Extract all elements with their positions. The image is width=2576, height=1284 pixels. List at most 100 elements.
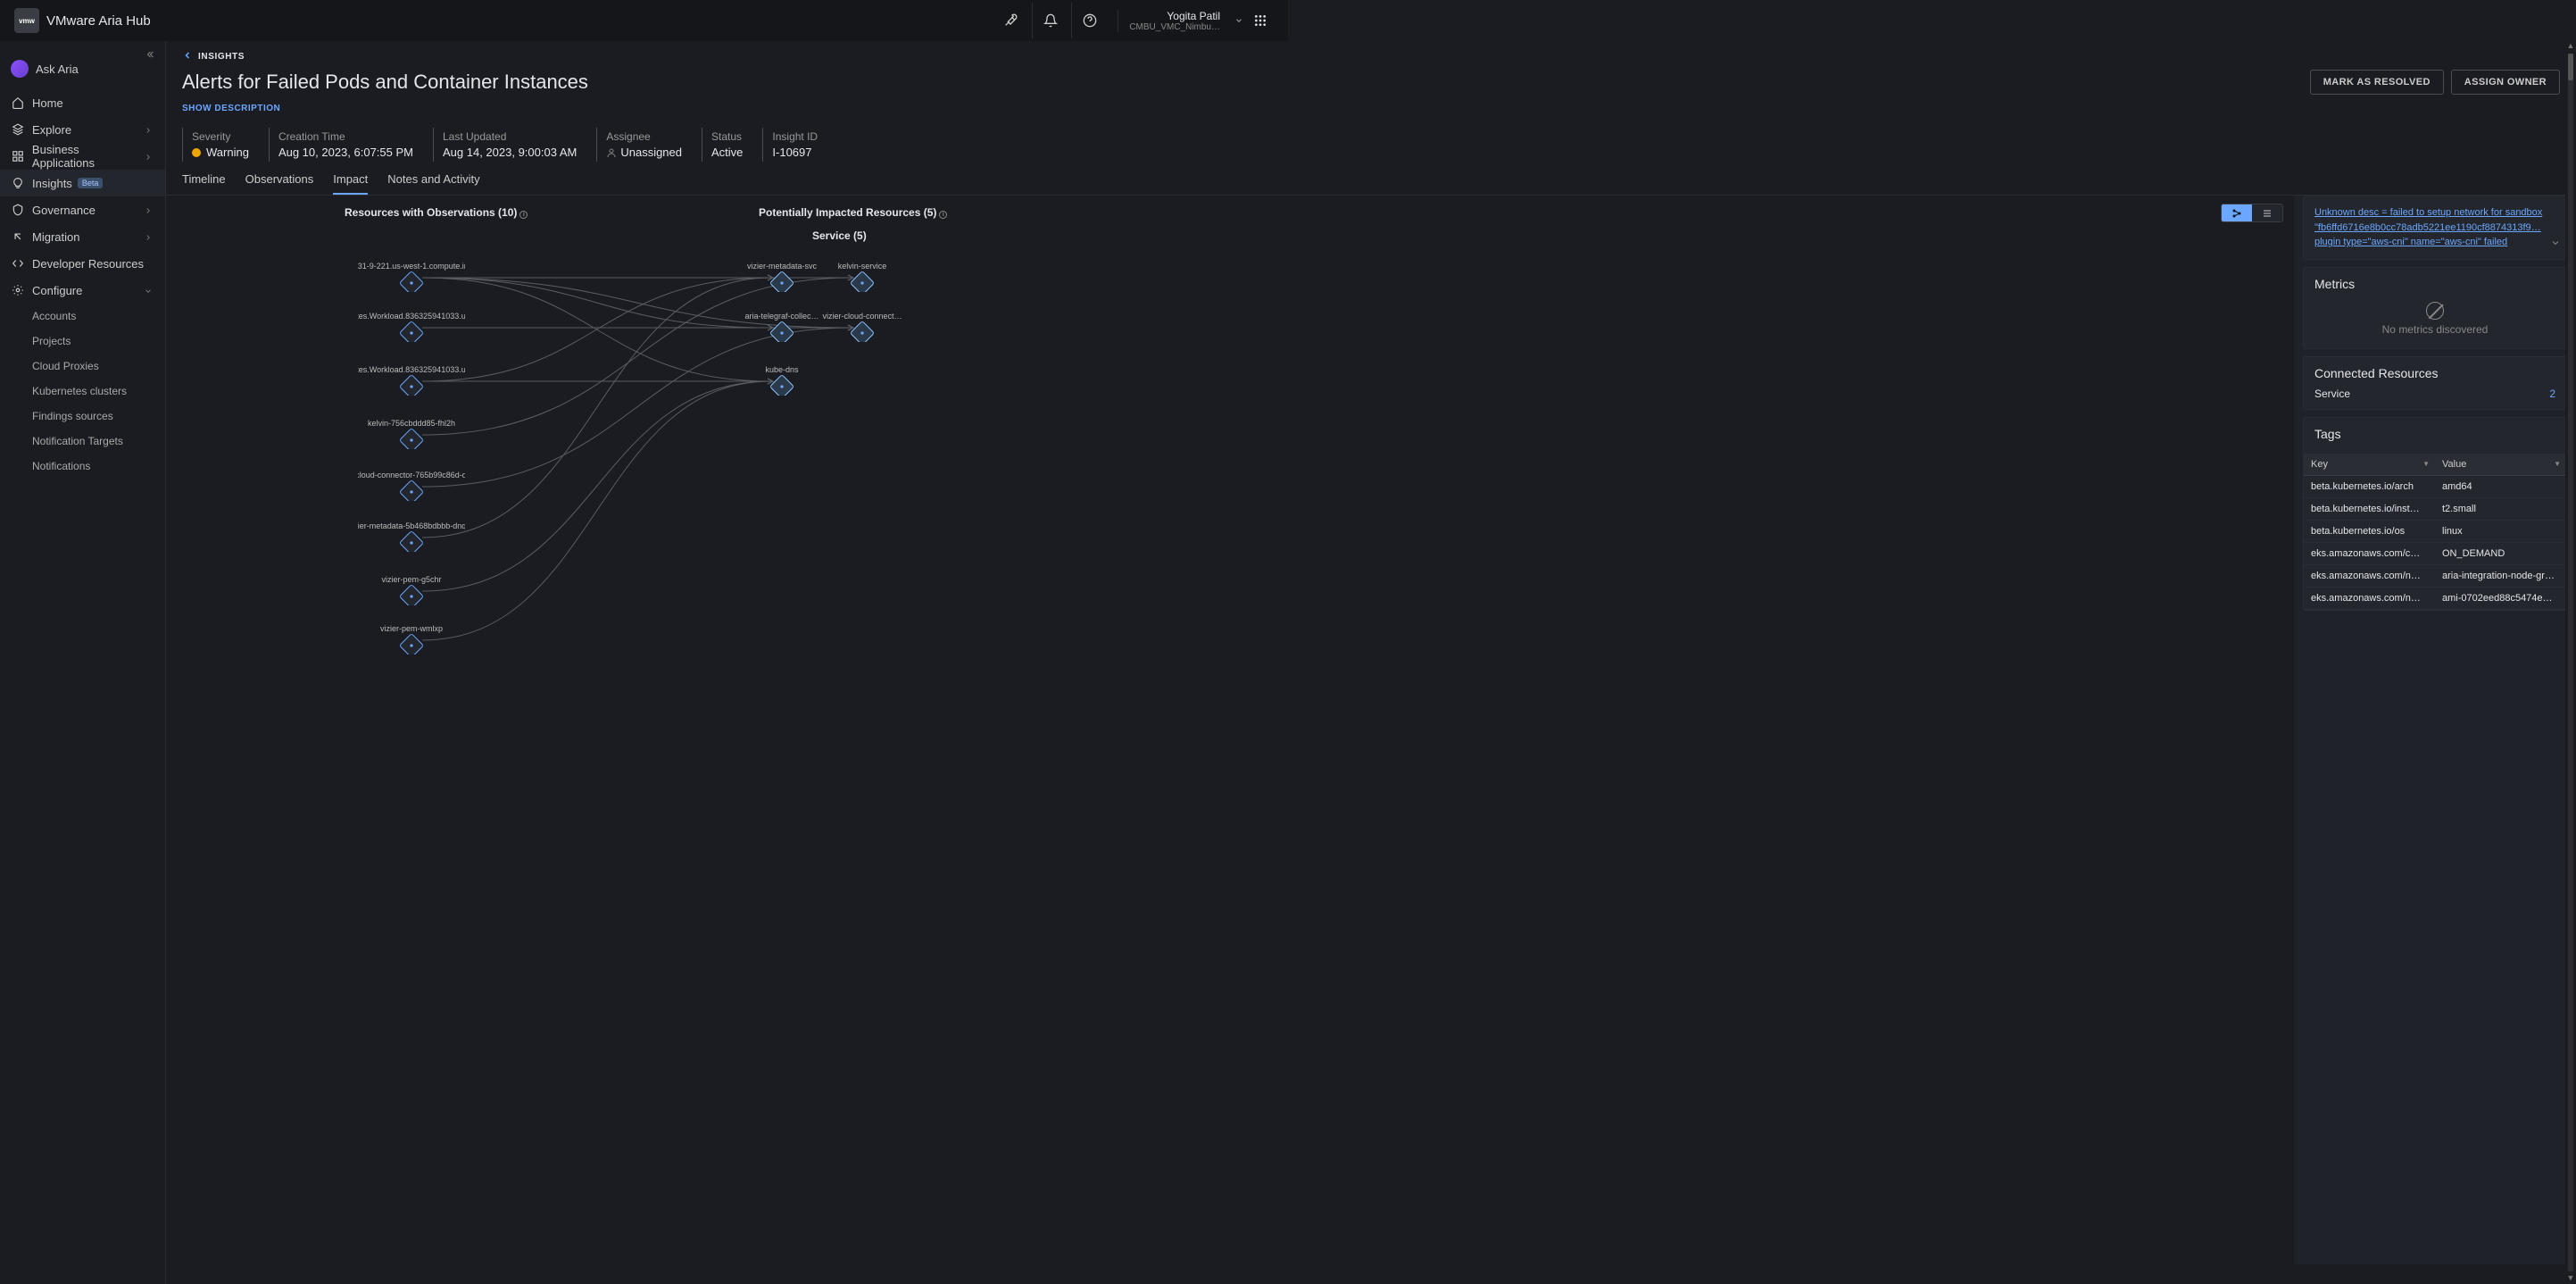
tab-timeline[interactable]: Timeline bbox=[182, 172, 226, 195]
graph-node[interactable]: vizier-metadata-5b468bdbbb-dnqbh bbox=[358, 521, 465, 552]
resource-icon bbox=[399, 374, 424, 396]
app-grid-icon[interactable] bbox=[1247, 13, 1274, 28]
sidebar-item-governance[interactable]: Governance bbox=[0, 196, 165, 223]
expand-card-icon[interactable] bbox=[2550, 238, 2561, 254]
user-name: Yogita Patil bbox=[1167, 10, 1220, 22]
info-icon[interactable]: i bbox=[519, 211, 528, 219]
tab-notes-and-activity[interactable]: Notes and Activity bbox=[387, 172, 479, 195]
nav-label: Migration bbox=[32, 230, 79, 244]
graph-node[interactable]: kelvin-756cbddd85-fhl2h bbox=[358, 419, 465, 449]
tag-row: eks.amazonaws.com/n…ami-0702eed88c5474e… bbox=[2304, 587, 2566, 609]
graph-node[interactable]: aria-cloud-connector-765b99c86d-qzvhd bbox=[358, 471, 465, 501]
filter-icon[interactable]: ▼ bbox=[2554, 460, 2561, 468]
view-list-button[interactable] bbox=[2252, 204, 2282, 221]
graph-node[interactable]: vizier-pem-g5chr bbox=[358, 575, 465, 605]
view-graph-button[interactable] bbox=[2222, 204, 2252, 221]
help-icon[interactable] bbox=[1071, 3, 1107, 38]
tag-value: amd64 bbox=[2435, 475, 2566, 497]
sidebar-item-business-applications[interactable]: Business Applications bbox=[0, 143, 165, 170]
resource-icon bbox=[769, 374, 794, 396]
meta-label: Status bbox=[711, 130, 743, 143]
sidebar-item-explore[interactable]: Explore bbox=[0, 116, 165, 143]
beta-badge: Beta bbox=[78, 178, 104, 188]
scroll-down-icon[interactable]: ▼ bbox=[2567, 1273, 2575, 1284]
show-description-toggle[interactable]: SHOW DESCRIPTION bbox=[166, 104, 2576, 122]
connected-service-count[interactable]: 2 bbox=[2549, 388, 2555, 400]
assign-owner-button[interactable]: ASSIGN OWNER bbox=[2451, 70, 2560, 95]
sidebar-item-insights[interactable]: Insights Beta bbox=[0, 170, 165, 196]
info-icon[interactable]: i bbox=[939, 211, 947, 219]
sidebar-item-developer-resources[interactable]: Developer Resources bbox=[0, 250, 165, 277]
tag-row: eks.amazonaws.com/n…aria-integration-nod… bbox=[2304, 564, 2566, 587]
ask-aria-label: Ask Aria bbox=[36, 63, 79, 76]
sidebar-item-migration[interactable]: Migration bbox=[0, 223, 165, 250]
mark-resolved-button[interactable]: MARK AS RESOLVED bbox=[2310, 70, 2444, 95]
meta-value: Unassigned bbox=[606, 146, 682, 159]
tags-title: Tags bbox=[2304, 418, 2566, 446]
sidebar-item-configure[interactable]: Configure bbox=[0, 277, 165, 304]
chevron-right-icon bbox=[144, 151, 154, 162]
tag-key: eks.amazonaws.com/n… bbox=[2304, 564, 2435, 587]
tag-key: beta.kubernetes.io/arch bbox=[2304, 475, 2435, 497]
tag-value: ON_DEMAND bbox=[2435, 542, 2566, 564]
graph-node[interactable]: Kubernetes.Workload.836325941033.us-west… bbox=[358, 365, 465, 396]
meta-value: Warning bbox=[192, 146, 249, 159]
graph-node[interactable]: vizier-cloud-connect… bbox=[809, 312, 916, 342]
nav-label: Home bbox=[32, 96, 63, 110]
metrics-empty-text: No metrics discovered bbox=[2382, 323, 2489, 336]
tag-value: ami-0702eed88c5474e… bbox=[2435, 587, 2566, 609]
sidebar-item-findings-sources[interactable]: Findings sources bbox=[0, 404, 165, 429]
error-text-link[interactable]: Unknown desc = failed to setup network f… bbox=[2314, 207, 2542, 247]
meta-label: Severity bbox=[192, 130, 249, 143]
resource-icon bbox=[850, 321, 875, 342]
tag-row: beta.kubernetes.io/archamd64 bbox=[2304, 475, 2566, 497]
graph-node[interactable]: kube-dns bbox=[728, 365, 835, 396]
resource-icon bbox=[399, 479, 424, 501]
graph-node[interactable]: kelvin-service bbox=[809, 262, 916, 292]
tab-observations[interactable]: Observations bbox=[245, 172, 314, 195]
node-label: vizier-metadata-svc bbox=[747, 262, 817, 271]
sidebar-item-cloud-proxies[interactable]: Cloud Proxies bbox=[0, 354, 165, 379]
sidebar-collapse-icon[interactable] bbox=[144, 46, 160, 63]
filter-icon[interactable]: ▼ bbox=[2422, 460, 2430, 468]
vertical-scrollbar[interactable]: ▲ ▼ bbox=[2565, 41, 2576, 1284]
meta-label: Creation Time bbox=[278, 130, 413, 143]
tag-key: eks.amazonaws.com/c… bbox=[2304, 542, 2435, 564]
error-summary-card: Unknown desc = failed to setup network f… bbox=[2303, 196, 2567, 260]
graph-node[interactable]: vizier-pem-wmlxp bbox=[358, 624, 465, 655]
notifications-icon[interactable] bbox=[1032, 3, 1068, 38]
sidebar-item-kubernetes-clusters[interactable]: Kubernetes clusters bbox=[0, 379, 165, 404]
user-menu[interactable]: Yogita Patil CMBU_VMC_Nimbu… bbox=[1118, 10, 1231, 32]
tag-value: linux bbox=[2435, 520, 2566, 542]
aria-avatar-icon bbox=[11, 60, 29, 78]
chevron-right-icon bbox=[144, 124, 154, 135]
user-chevron-down-icon[interactable] bbox=[1234, 16, 1243, 25]
graph-node[interactable]: Kubernetes.Workload.836325941033.us-west… bbox=[358, 312, 465, 342]
graph-node[interactable]: ip-172-31-9-221.us-west-1.compute.intern… bbox=[358, 262, 465, 292]
tag-value: aria-integration-node-gr… bbox=[2435, 564, 2566, 587]
tags-col-key[interactable]: Key▼ bbox=[2304, 454, 2435, 476]
tag-row: beta.kubernetes.io/oslinux bbox=[2304, 520, 2566, 542]
severity-dot-icon bbox=[192, 148, 201, 157]
ask-aria[interactable]: Ask Aria bbox=[0, 55, 165, 82]
nav-label: Insights bbox=[32, 177, 72, 190]
user-org: CMBU_VMC_Nimbu… bbox=[1129, 22, 1220, 32]
resource-icon bbox=[399, 633, 424, 655]
sidebar-item-projects[interactable]: Projects bbox=[0, 329, 165, 354]
scroll-up-icon[interactable]: ▲ bbox=[2567, 41, 2575, 52]
utility-wrench-icon[interactable] bbox=[993, 3, 1028, 38]
sidebar-item-accounts[interactable]: Accounts bbox=[0, 304, 165, 329]
connected-resources-card: Connected Resources Service 2 bbox=[2303, 356, 2567, 410]
tab-impact[interactable]: Impact bbox=[333, 172, 368, 195]
nav-label: Business Applications bbox=[32, 143, 144, 170]
resource-icon bbox=[769, 271, 794, 292]
metrics-title: Metrics bbox=[2314, 277, 2555, 291]
node-label: ip-172-31-9-221.us-west-1.compute.intern… bbox=[358, 262, 465, 271]
breadcrumb-back[interactable]: INSIGHTS bbox=[166, 41, 2576, 66]
chevron-right-icon bbox=[144, 204, 154, 215]
sidebar-item-notifications[interactable]: Notifications bbox=[0, 454, 165, 479]
tags-col-value[interactable]: Value▼ bbox=[2435, 454, 2566, 476]
sidebar-item-notification-targets[interactable]: Notification Targets bbox=[0, 429, 165, 454]
sidebar-item-home[interactable]: Home bbox=[0, 89, 165, 116]
grid-icon bbox=[11, 149, 25, 163]
